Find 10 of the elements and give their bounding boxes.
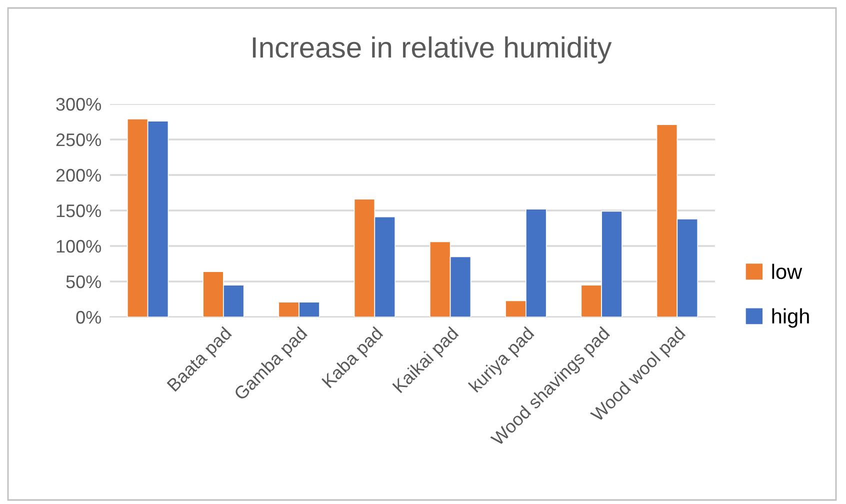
y-tick-label: 50% xyxy=(66,275,102,288)
y-tick-label: 300% xyxy=(56,98,102,111)
chart-title: Increase in relative humidity xyxy=(252,36,612,64)
y-tick-label: 200% xyxy=(56,168,102,182)
y-tick-label: 150% xyxy=(56,204,102,218)
y-tick-label: 250% xyxy=(56,133,102,146)
y-tick-label: 0% xyxy=(76,310,102,324)
legend-label: low xyxy=(772,264,802,280)
y-tick-label: 100% xyxy=(56,240,102,253)
legend-label: high xyxy=(772,308,809,328)
